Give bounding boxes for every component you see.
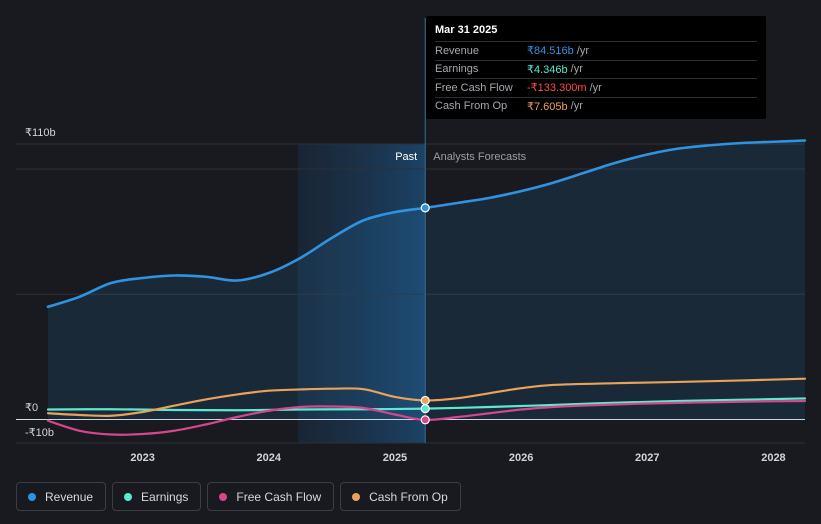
x-tick-label: 2023 [130, 452, 154, 464]
cfo-marker [420, 395, 430, 406]
legend-label: Free Cash Flow [236, 489, 322, 504]
tooltip-label: Earnings [435, 63, 479, 76]
tooltip-row-revenue: Revenue ₹84.516b /yr [435, 41, 757, 60]
fcf-line [46, 399, 807, 436]
past-shade-region [297, 144, 426, 443]
tooltip-value: -₹133.300m [527, 82, 587, 95]
legend-item-free-cash-flow[interactable]: Free Cash Flow [207, 482, 335, 511]
legend-dot-icon [28, 492, 36, 501]
x-tick-label: 2025 [383, 452, 407, 464]
forecast-label: Analysts Forecasts [433, 151, 526, 163]
tooltip-date: Mar 31 2025 [435, 24, 498, 36]
legend-dot-icon [124, 492, 133, 501]
tooltip-label: Cash From Op [435, 100, 508, 113]
y-tick-label: -₹10b [25, 427, 54, 439]
fcf-marker [420, 415, 430, 425]
tooltip-unit: /yr [589, 81, 602, 94]
tooltip-row-earnings: Earnings ₹4.346b /yr [435, 59, 757, 79]
chart-legend: Revenue Earnings Free Cash Flow Cash Fro… [16, 482, 461, 512]
past-label: Past [395, 151, 417, 163]
revenue-area [48, 140, 805, 420]
earnings-marker [420, 404, 430, 414]
legend-item-earnings[interactable]: Earnings [112, 482, 202, 511]
legend-item-cash-from-op[interactable]: Cash From Op [340, 482, 461, 511]
x-tick-label: 2028 [761, 452, 785, 464]
legend-label: Earnings [141, 489, 189, 504]
axis-labels: Past Analysts Forecasts ₹110b ₹0 -₹10b 2023 20… [25, 127, 786, 464]
x-tick-label: 2024 [257, 452, 282, 464]
y-tick-label: ₹110b [25, 127, 56, 139]
legend-label: Revenue [45, 489, 94, 504]
revenue-area-fill [48, 140, 805, 420]
tooltip-row-cfo: Cash From Op ₹7.605b /yr [435, 96, 757, 116]
tooltip-label: Free Cash Flow [435, 81, 513, 94]
tooltip-row-fcf: Free Cash Flow -₹133.300m /yr [435, 78, 757, 97]
grid-lines [16, 143, 805, 444]
tooltip-unit: /yr [570, 63, 583, 76]
tooltip-unit: /yr [570, 100, 583, 113]
tooltip-unit: /yr [576, 44, 589, 57]
y-tick-label: ₹0 [25, 402, 38, 414]
legend-dot-icon [352, 492, 361, 501]
tooltip-value: ₹4.346b [527, 63, 568, 76]
legend-item-revenue[interactable]: Revenue [16, 482, 107, 511]
revenue-marker [420, 203, 430, 213]
tooltip-label: Revenue [435, 44, 480, 57]
legend-label: Cash From Op [369, 489, 448, 504]
series-markers [420, 203, 430, 425]
tooltip-value: ₹7.605b [527, 100, 568, 113]
x-tick-label: 2026 [509, 452, 533, 464]
tooltip-value: ₹84.516b [527, 45, 574, 58]
x-tick-label: 2027 [635, 452, 659, 464]
tooltip-panel: Mar 31 2025 Revenue ₹84.516b /yr Earning… [426, 16, 766, 119]
legend-dot-icon [219, 492, 228, 501]
cfo-line [46, 377, 807, 417]
